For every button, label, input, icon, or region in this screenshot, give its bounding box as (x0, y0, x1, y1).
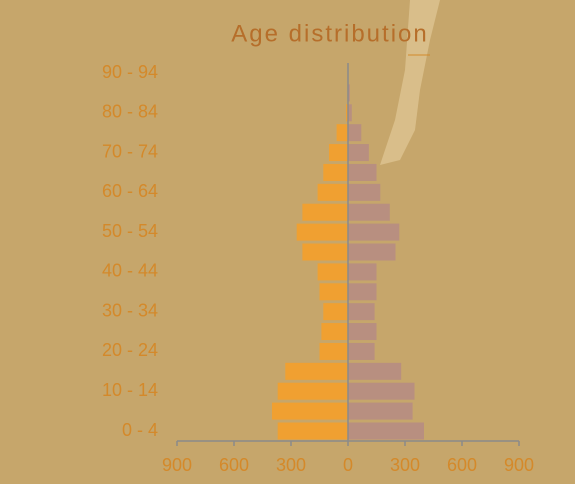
bar (348, 382, 415, 400)
bar (348, 144, 369, 162)
x-tick-label: 300 (276, 455, 306, 475)
x-tick-label: 900 (162, 455, 192, 475)
y-tick-label: 60 - 64 (102, 181, 158, 201)
y-tick-label: 50 - 54 (102, 221, 158, 241)
x-tick-label: 900 (504, 455, 534, 475)
background-shape (380, 0, 440, 165)
bar (317, 183, 348, 201)
bar (317, 263, 348, 281)
bar (348, 203, 390, 221)
bar (348, 422, 424, 440)
bar (302, 203, 348, 221)
bar (277, 422, 348, 440)
bar (277, 382, 348, 400)
bar (296, 223, 348, 241)
bar (348, 163, 377, 181)
y-tick-label: 30 - 34 (102, 300, 158, 320)
bar (348, 243, 396, 261)
bar (348, 124, 362, 142)
bar (319, 342, 348, 360)
bar (348, 84, 350, 102)
bar (348, 402, 413, 420)
bar (348, 303, 375, 321)
bar (348, 342, 375, 360)
bar (348, 362, 402, 380)
bar (329, 144, 348, 162)
bar (321, 323, 348, 341)
bar (302, 243, 348, 261)
bar (348, 263, 377, 281)
y-tick-label: 40 - 44 (102, 261, 158, 281)
x-tick-label: 0 (343, 455, 353, 475)
bar (323, 163, 348, 181)
bar (323, 303, 348, 321)
bar (346, 104, 348, 122)
bar (348, 104, 352, 122)
y-tick-label: 10 - 14 (102, 380, 158, 400)
bar (348, 183, 381, 201)
y-tick-label: 80 - 84 (102, 102, 158, 122)
bar (272, 402, 348, 420)
bar (319, 283, 348, 301)
bar (336, 124, 348, 142)
bar (285, 362, 348, 380)
bar (348, 223, 400, 241)
x-tick-label: 600 (219, 455, 249, 475)
y-tick-label: 0 - 4 (122, 420, 158, 440)
y-tick-label: 90 - 94 (102, 62, 158, 82)
bar (348, 323, 377, 341)
y-tick-label: 70 - 74 (102, 141, 158, 161)
x-tick-label: 600 (447, 455, 477, 475)
bar (348, 283, 377, 301)
y-tick-label: 20 - 24 (102, 340, 158, 360)
chart-title: Age distribution (231, 20, 428, 47)
x-tick-label: 300 (390, 455, 420, 475)
